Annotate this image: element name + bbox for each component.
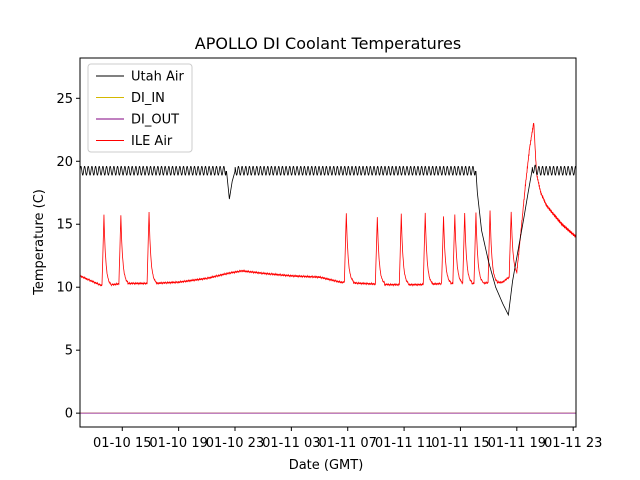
x-tick-label: 01-11 03 <box>262 436 320 451</box>
y-tick-label: 20 <box>56 155 73 170</box>
legend: Utah Air DI_IN DI_OUT ILE Air <box>87 63 193 153</box>
x-tick-label: 01-10 15 <box>93 436 151 451</box>
x-tick-label: 01-11 07 <box>319 436 377 451</box>
series-line-utah-air <box>80 164 576 317</box>
x-tick-label: 01-11 15 <box>431 436 489 451</box>
y-axis-label: Temperature (C) <box>32 189 47 296</box>
x-axis-label: Date (GMT) <box>289 458 364 473</box>
x-tick-label: 01-10 23 <box>206 436 264 451</box>
x-tick-label: 01-10 19 <box>149 436 207 451</box>
y-axis: 0 5 10 15 20 25 <box>56 92 80 422</box>
x-tick-label: 01-11 11 <box>375 436 433 451</box>
x-tick-label: 01-11 19 <box>488 436 546 451</box>
legend-box <box>87 63 193 153</box>
y-tick-label: 25 <box>56 92 73 107</box>
y-tick-label: 15 <box>56 218 73 233</box>
x-tick-label: 01-11 23 <box>544 436 602 451</box>
series-line-ile-air <box>80 122 576 287</box>
legend-label-di-out: DI_OUT <box>131 113 179 128</box>
series-layer <box>80 122 576 414</box>
plot-frame <box>79 57 577 428</box>
y-tick-label: 0 <box>65 407 73 422</box>
y-tick-label: 10 <box>56 281 73 296</box>
legend-label-utah-air: Utah Air <box>131 70 184 85</box>
chart-title: APOLLO DI Coolant Temperatures <box>195 34 461 53</box>
legend-label-di-in: DI_IN <box>131 91 165 106</box>
y-tick-label: 5 <box>65 344 73 359</box>
legend-label-ile-air: ILE Air <box>131 134 173 149</box>
